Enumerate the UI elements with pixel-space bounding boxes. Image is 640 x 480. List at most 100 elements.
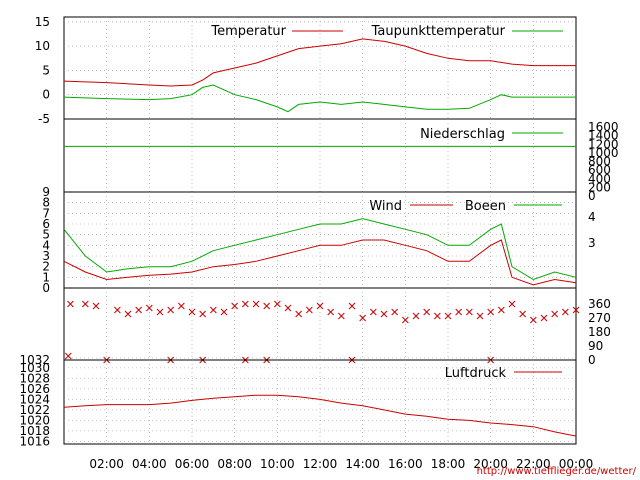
wind-direction-point — [92, 302, 100, 310]
y-tick-label-right: 600 — [588, 163, 611, 177]
x-tick-label: 12:00 — [303, 457, 338, 471]
wind-direction-point — [67, 300, 74, 308]
x-tick-label: 22:00 — [516, 457, 551, 471]
y-tick-label: 0 — [42, 88, 50, 102]
wind-direction-point — [391, 308, 399, 316]
wind-direction-point — [359, 314, 367, 322]
y-tick-label: 2 — [42, 260, 50, 274]
wind-direction-point — [561, 308, 569, 316]
wind-direction-point — [199, 310, 207, 318]
x-tick-label: 16:00 — [388, 457, 423, 471]
wind-direction-point — [497, 306, 505, 314]
y-tick-label-right: 4 — [588, 210, 596, 224]
y-tick-label-right: 360 — [588, 297, 611, 311]
y-tick-label: 5 — [42, 63, 50, 77]
series-line-temperatur — [63, 38, 576, 87]
series-line-boeen — [63, 218, 577, 281]
wind-direction-point — [81, 300, 89, 308]
wind-direction-point — [519, 310, 527, 318]
y-tick-label: -5 — [38, 112, 50, 126]
y-tick-label: 1032 — [19, 353, 50, 367]
y-tick-label-right: 1600 — [588, 120, 619, 134]
wind-direction-point — [444, 312, 452, 320]
wind-direction-point — [455, 308, 463, 316]
y-tick-label: 1028 — [19, 371, 50, 385]
y-tick-label: 3 — [42, 249, 50, 263]
y-tick-label: 1020 — [19, 413, 50, 427]
y-tick-label-right: 180 — [588, 325, 611, 339]
wind-direction-point — [209, 306, 217, 314]
x-tick-label: 02:00 — [89, 457, 124, 471]
wind-direction-point — [284, 304, 292, 312]
legend-label-boeen: Boeen — [465, 199, 506, 214]
wind-direction-point — [508, 300, 516, 308]
y-tick-label: 1024 — [19, 392, 50, 406]
series-line-luftdruck — [63, 394, 577, 437]
wind-direction-point — [316, 302, 324, 310]
wind-direction-point — [551, 310, 559, 318]
wind-direction-point — [177, 302, 185, 310]
wind-direction-point — [337, 312, 345, 320]
y-tick-label: 7 — [42, 206, 50, 220]
y-tick-label: 15 — [35, 15, 50, 29]
legend-label-niederschlag: Niederschlag — [420, 127, 505, 142]
y-tick-label-right: 1000 — [588, 146, 619, 160]
y-tick-label: 1022 — [19, 403, 50, 417]
legend-label-taupunkttemperatur: Taupunkttemperatur — [371, 24, 506, 39]
wind-direction-point — [369, 308, 377, 316]
legend-label-temperatur: Temperatur — [210, 24, 286, 39]
x-tick-label: 20:00 — [473, 457, 508, 471]
wind-direction-point — [476, 312, 484, 320]
y-tick-label: 10 — [35, 39, 50, 53]
wind-direction-point — [305, 306, 313, 314]
y-tick-label: 1030 — [19, 361, 50, 375]
y-tick-label-right: 400 — [588, 172, 611, 186]
wind-direction-point — [241, 300, 249, 308]
wind-direction-point — [327, 308, 335, 316]
y-tick-label-right: 0 — [588, 353, 596, 367]
wind-direction-point — [540, 314, 548, 322]
y-tick-label-right: 0 — [588, 189, 596, 203]
wind-direction-point — [572, 306, 580, 314]
wind-direction-point — [348, 302, 356, 310]
wind-direction-point — [529, 316, 537, 324]
x-tick-label: 10:00 — [260, 457, 295, 471]
x-tick-label: 04:00 — [132, 457, 167, 471]
x-tick-label: 06:00 — [175, 457, 210, 471]
wind-direction-point — [273, 300, 281, 308]
y-tick-label-right: 1200 — [588, 137, 619, 151]
wind-direction-point — [487, 308, 495, 316]
x-tick-label: 14:00 — [345, 457, 380, 471]
y-tick-label: 1018 — [19, 424, 50, 438]
y-tick-label: 6 — [42, 217, 50, 231]
wind-direction-point — [465, 308, 473, 316]
wind-direction-point — [220, 308, 228, 316]
wind-direction-point — [433, 312, 441, 320]
y-tick-label: 0 — [42, 281, 50, 295]
wind-direction-point — [252, 300, 260, 308]
series-line-taupunkttemperatur — [63, 84, 576, 113]
y-tick-label-right: 800 — [588, 155, 611, 169]
y-tick-label: 9 — [42, 185, 50, 199]
y-tick-label: 1016 — [19, 434, 50, 448]
x-axis-time-labels: 02:00 04:00 06:00 08:00 10:00 12:00 14:00 16:00… — [89, 457, 593, 471]
wind-direction-point — [188, 308, 196, 316]
panel-temperature-plot: 15 10 5 0 -5 — [35, 15, 576, 126]
wind-direction-point — [423, 308, 431, 316]
series-line-wind — [63, 239, 577, 286]
x-tick-label: 18:00 — [431, 457, 466, 471]
x-tick-label: 08:00 — [217, 457, 252, 471]
y-tick-label-right: 200 — [588, 180, 611, 194]
legend-label-luftdruck: Luftdruck — [445, 366, 507, 381]
credit-link[interactable]: http://www.tiefflieger.de/wetter/ — [477, 466, 637, 477]
y-tick-label-right: 90 — [588, 339, 603, 353]
y-tick-label: 1026 — [19, 382, 50, 396]
legend-label-wind: Wind — [369, 199, 402, 214]
wind-direction-point — [412, 312, 420, 320]
